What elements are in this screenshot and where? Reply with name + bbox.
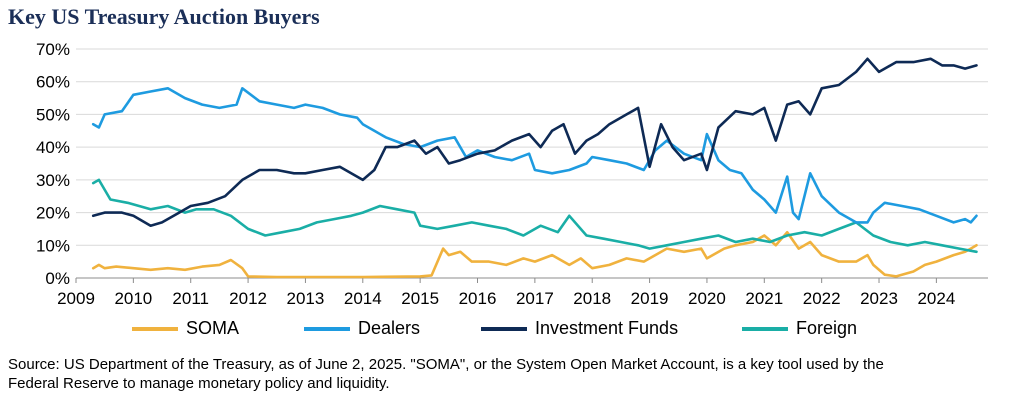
legend-item-soma: SOMA [132,318,239,339]
legend-label-soma: SOMA [186,318,240,338]
plot-area [91,57,978,279]
legend-swatch-dealers [304,326,350,331]
series-line-investment-funds [91,57,978,227]
legend-swatch-investment-funds [481,326,527,331]
x-tick-label: 2009 [57,289,95,308]
legend-label-dealers: Dealers [358,318,421,338]
chart-svg: 0% 10% 20% 30% 40% 50% 60% 70% 2009 2010 2011 2012… [36,40,988,308]
legend-label-foreign: Foreign [796,318,858,338]
y-tick-label: 40% [36,138,70,157]
source-line-2: Federal Reserve to manage monetary polic… [8,375,390,392]
x-tick-label: 2014 [344,289,382,308]
grid-layer [76,48,988,246]
x-tick-label: 2024 [917,289,955,308]
source-line-1: Source: US Department of the Treasury, a… [8,356,884,373]
y-tick-label: 0% [45,269,70,288]
series-line-dealers [91,87,978,224]
y-axis: 0% 10% 20% 30% 40% 50% 60% 70% [36,40,70,288]
y-tick-label: 10% [36,236,70,255]
chart-title: Key US Treasury Auction Buyers [8,4,320,29]
x-tick-label: 2016 [459,289,497,308]
x-tick-label: 2013 [287,289,325,308]
x-tick-label: 2011 [172,289,209,308]
legend-swatch-foreign [742,326,788,331]
x-tick-label: 2012 [229,289,267,308]
x-tick-label: 2018 [573,289,611,308]
series-line-soma [91,230,978,279]
y-tick-label: 30% [36,171,70,190]
y-tick-label: 60% [36,73,70,92]
x-tick-label: 2017 [516,289,554,308]
x-tick-label: 2023 [860,289,898,308]
y-tick-label: 50% [36,105,70,124]
legend-item-dealers: Dealers [304,318,420,339]
y-tick-label: 70% [36,40,70,59]
legend-item-investment-funds: Investment Funds [481,318,678,339]
legend-item-foreign: Foreign [742,318,857,339]
y-tick-label: 20% [36,204,70,223]
x-tick-label: 2022 [803,289,841,308]
x-axis: 2009 2010 2011 2012 2013 2014 2015 2016 2017 2018… [57,277,988,308]
series-line-foreign [91,178,978,254]
source-note: Source: US Department of the Treasury, a… [8,355,1018,393]
legend: SOMA Dealers Investment Funds Foreign [0,318,1024,342]
x-tick-label: 2015 [401,289,439,308]
x-tick-label: 2020 [688,289,726,308]
x-tick-label: 2010 [114,289,152,308]
x-tick-label: 2019 [631,289,669,308]
legend-label-investment-funds: Investment Funds [535,318,679,338]
x-tick-label: 2021 [745,289,783,308]
legend-swatch-soma [132,326,178,331]
